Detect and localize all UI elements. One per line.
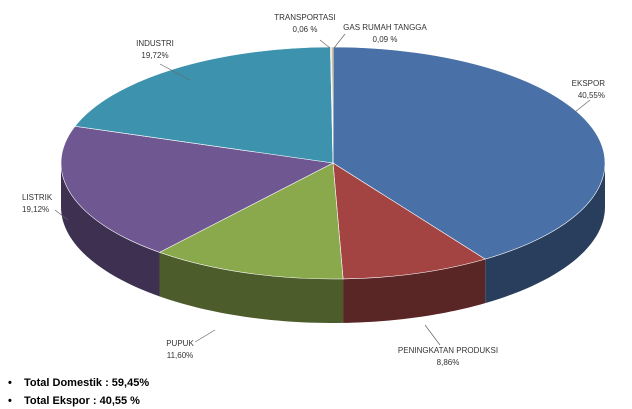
- value-label: 0,09 %: [373, 35, 398, 44]
- leader-line: [194, 329, 216, 343]
- slice: [158, 162, 344, 280]
- value-label: 11,60%: [167, 351, 194, 360]
- slice-label: LISTRIK: [22, 193, 53, 202]
- slice-label: EKSPOR: [572, 79, 606, 88]
- slice: [332, 162, 486, 280]
- leader-line: [159, 63, 191, 81]
- slice-label: PENINGKATAN PRODUKSI: [398, 346, 498, 355]
- slice: [331, 46, 334, 164]
- slice-label: GAS RUMAH TANGGA: [343, 23, 427, 32]
- value-label: 8,86%: [437, 358, 460, 367]
- slice-label: INDUSTRI: [136, 39, 174, 48]
- slice-label: PUPUK: [166, 339, 194, 348]
- bullet: •: [8, 377, 12, 389]
- slice-side: [343, 259, 486, 323]
- note: Total Ekspor : 40,55 %: [24, 395, 140, 407]
- slice-side: [485, 163, 605, 304]
- value-label: 19,72%: [141, 51, 168, 60]
- value-label: 0,06 %: [293, 25, 318, 34]
- value-label: 19,12%: [22, 205, 49, 214]
- note: Total Domestik : 59,45%: [24, 377, 149, 389]
- value-label: 40,55%: [578, 91, 605, 100]
- slice: [74, 46, 334, 164]
- slice: [332, 46, 606, 260]
- bullet: •: [8, 395, 12, 407]
- leader-line: [319, 39, 331, 49]
- leader-line: [424, 324, 441, 346]
- slice-side: [159, 252, 344, 323]
- slice-label: TRANSPORTASI: [274, 13, 336, 22]
- leader-line: [54, 209, 69, 221]
- leader-line: [333, 33, 346, 49]
- slice: [60, 125, 334, 253]
- leader-line: [574, 99, 591, 113]
